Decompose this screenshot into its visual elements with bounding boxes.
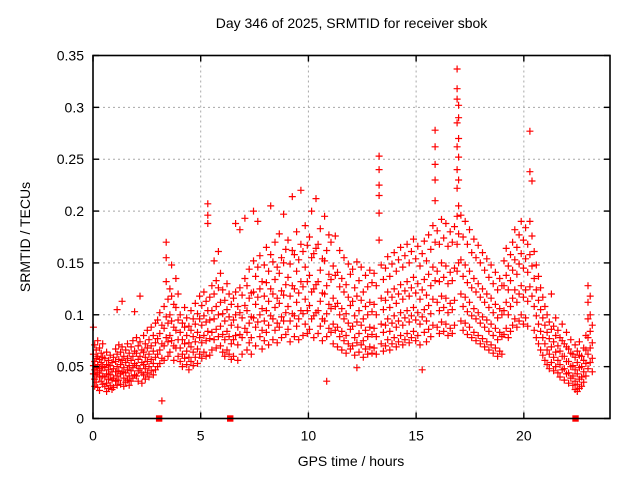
y-tick-label: 0.1 bbox=[65, 307, 85, 323]
x-tick-label: 0 bbox=[89, 428, 97, 444]
y-tick-label: 0.05 bbox=[57, 359, 84, 375]
x-tick-label: 15 bbox=[408, 428, 424, 444]
y-tick-label: 0.3 bbox=[65, 99, 85, 115]
x-tick-label: 5 bbox=[197, 428, 205, 444]
x-axis-label: GPS time / hours bbox=[297, 453, 405, 469]
y-tick-label: 0.2 bbox=[65, 203, 85, 219]
x-tick-label: 10 bbox=[301, 428, 317, 444]
x-tick-label: 20 bbox=[516, 428, 532, 444]
chart-title: Day 346 of 2025, SRMTID for receiver sbo… bbox=[215, 15, 488, 31]
y-tick-label: 0.35 bbox=[57, 48, 84, 64]
y-tick-label: 0.15 bbox=[57, 255, 84, 271]
y-tick-label: 0.25 bbox=[57, 151, 84, 167]
plot-border bbox=[92, 54, 611, 420]
scatter-points bbox=[89, 65, 596, 405]
y-tick-label: 0 bbox=[76, 411, 84, 427]
